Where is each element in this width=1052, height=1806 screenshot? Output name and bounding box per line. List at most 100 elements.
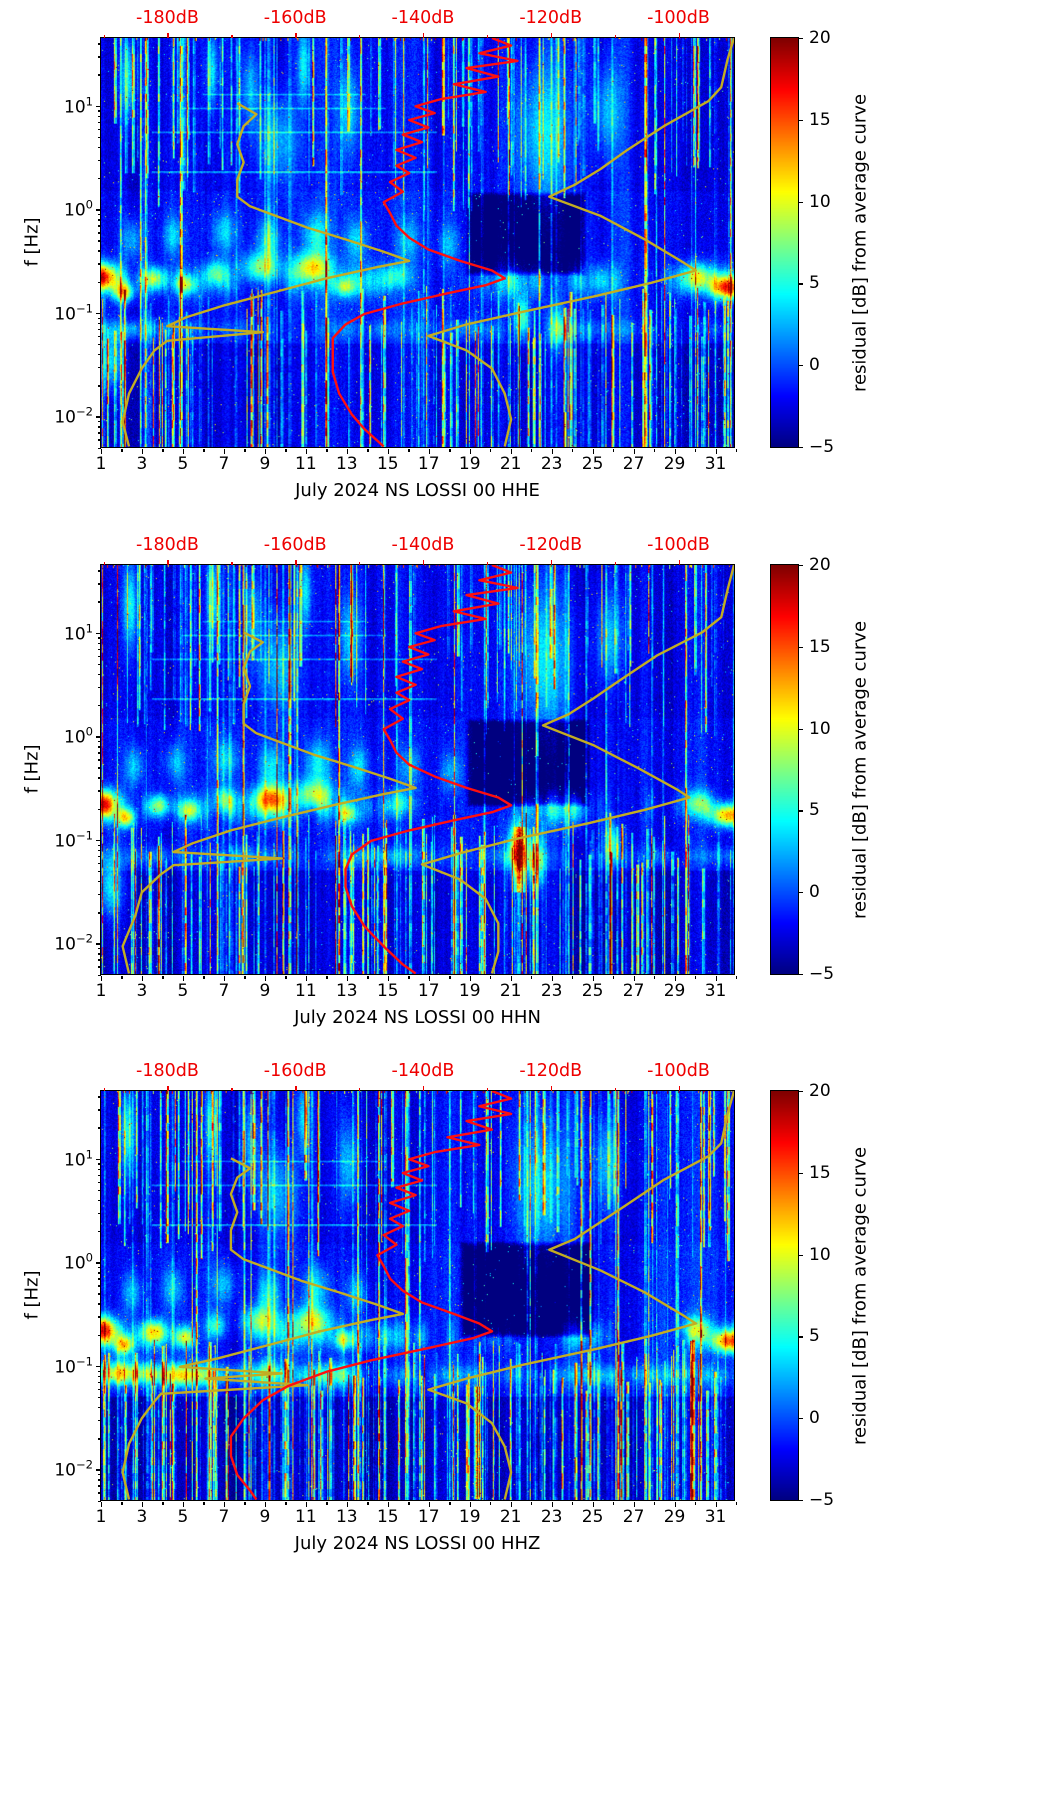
y-axis-label: f [Hz]	[21, 744, 43, 794]
y-minor-tick	[98, 855, 101, 858]
x-tick-label: 25	[581, 1507, 604, 1527]
plot-area: -180dB -160dB -140dB -120dB -100dB 1 3 5 7 9 11 13…	[54, 1061, 738, 1526]
colorbar-tick	[799, 892, 803, 894]
x-tick-label: 9	[259, 981, 271, 1001]
top-db-minor-tick	[231, 562, 233, 565]
top-db-tick-label: -160dB	[263, 8, 327, 28]
y-minor-tick	[98, 344, 101, 346]
y-tick	[96, 1469, 101, 1471]
reference-curve-left	[121, 1157, 405, 1500]
x-tick	[428, 1502, 431, 1507]
y-minor-tick	[98, 1303, 101, 1305]
top-db-minor-tick	[614, 1088, 616, 1091]
x-tick-label: 13	[335, 1507, 358, 1527]
top-db-tick-label: -180dB	[136, 8, 199, 28]
colorbar-tick	[799, 565, 803, 567]
y-minor-tick	[98, 214, 101, 216]
x-tick-label: 23	[540, 454, 563, 474]
x-minor-tick	[326, 976, 328, 979]
x-minor-tick	[162, 449, 164, 452]
y-minor-tick	[98, 1181, 101, 1183]
panel-title: July 2024 NS LOSSI 00 HHZ	[294, 1533, 541, 1554]
x-minor-tick	[162, 976, 164, 979]
x-tick-label: 31	[704, 454, 727, 474]
x-tick	[428, 449, 431, 454]
psd-curves-overlay	[121, 565, 734, 974]
y-minor-tick	[98, 178, 101, 180]
y-minor-tick	[98, 570, 101, 572]
x-tick	[182, 1502, 185, 1507]
y-minor-tick	[98, 894, 101, 896]
top-db-tick	[167, 33, 169, 38]
y-minor-tick	[98, 121, 101, 123]
x-minor-tick	[695, 1502, 697, 1505]
x-minor-tick	[121, 976, 123, 979]
top-db-tick	[550, 560, 553, 565]
y-minor-tick	[98, 354, 101, 356]
x-tick-label: 11	[295, 1507, 317, 1527]
colorbar-tick-label: 15	[809, 1162, 831, 1183]
x-tick	[223, 449, 226, 454]
reference-curve-right	[427, 1091, 734, 1500]
top-db-tick	[295, 1086, 297, 1091]
y-minor-tick	[98, 948, 101, 950]
y-minor-tick	[98, 746, 101, 748]
x-minor-tick	[736, 976, 738, 979]
x-tick-label: 11	[295, 981, 317, 1001]
y-minor-tick	[98, 686, 101, 689]
y-minor-tick	[98, 1293, 101, 1295]
y-minor-tick	[98, 328, 101, 331]
y-tick	[96, 736, 101, 738]
x-tick-label: 27	[622, 454, 645, 474]
y-minor-tick	[98, 953, 101, 955]
x-tick	[715, 449, 717, 454]
x-tick-label: 17	[417, 981, 440, 1001]
x-minor-tick	[285, 449, 287, 452]
y-minor-tick	[98, 128, 101, 130]
y-minor-tick	[98, 1479, 101, 1481]
y-tick	[96, 1158, 101, 1160]
colorbar: residual [dB] from average curve 20 15 10 5…	[770, 1081, 871, 1510]
colorbar-tick-label: 5	[809, 800, 820, 821]
x-tick-label: 29	[663, 1507, 686, 1527]
y-minor-tick	[98, 1397, 101, 1399]
colorbar: residual [dB] from average curve 20 15 10 5…	[770, 555, 871, 984]
colorbar-gradient	[771, 1091, 798, 1500]
x-tick	[346, 976, 349, 981]
panel-title: July 2024 NS LOSSI 00 HHE	[295, 480, 540, 501]
x-tick-label: 9	[259, 1507, 271, 1527]
x-tick	[715, 976, 717, 981]
y-minor-tick	[98, 673, 101, 676]
x-tick-label: 15	[376, 1507, 399, 1527]
y-minor-tick	[98, 1316, 101, 1318]
x-tick	[633, 449, 635, 454]
x-tick	[510, 976, 512, 981]
top-db-tick-label: -180dB	[136, 1061, 199, 1081]
colorbar-tick	[799, 119, 803, 122]
x-minor-tick	[654, 976, 656, 979]
x-tick	[346, 1502, 349, 1507]
colorbar-tick	[799, 1418, 803, 1420]
colorbar-tick-label: 10	[809, 718, 831, 739]
y-tick	[96, 943, 101, 945]
x-minor-tick	[162, 1502, 164, 1505]
x-tick	[715, 1502, 717, 1507]
x-minor-tick	[244, 1502, 246, 1505]
y-minor-tick	[98, 1272, 101, 1274]
x-tick-label: 21	[499, 1507, 522, 1527]
x-minor-tick	[736, 1502, 738, 1505]
y-minor-tick	[98, 432, 101, 434]
x-minor-tick	[449, 449, 451, 452]
y-minor-tick	[98, 1096, 101, 1098]
y-minor-tick	[98, 844, 101, 846]
y-tick	[96, 1262, 101, 1264]
x-tick	[387, 976, 390, 981]
x-tick-label: 1	[95, 1507, 107, 1527]
y-minor-tick	[98, 808, 101, 810]
x-minor-tick	[695, 976, 697, 979]
x-minor-tick	[531, 976, 533, 979]
x-tick-label: 1	[95, 454, 107, 474]
x-tick	[510, 449, 512, 454]
top-db-minor-tick	[614, 35, 616, 38]
